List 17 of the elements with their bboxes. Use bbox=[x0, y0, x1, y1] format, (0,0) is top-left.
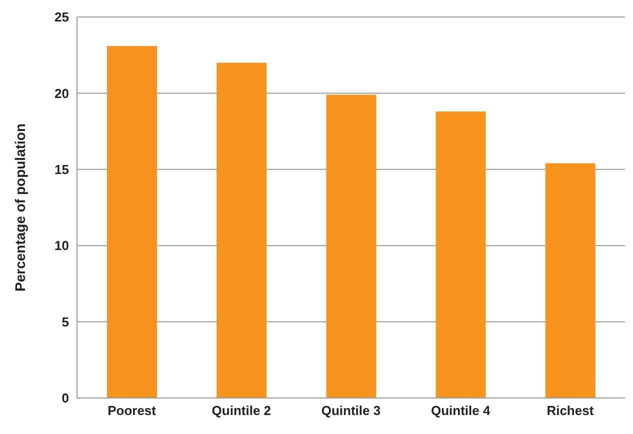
y-tick-label: 5 bbox=[62, 314, 69, 330]
y-tick-label: 0 bbox=[62, 390, 69, 406]
x-tick-label: Poorest bbox=[108, 403, 157, 418]
bar bbox=[326, 94, 376, 398]
y-tick-label: 20 bbox=[54, 86, 69, 101]
bar bbox=[436, 111, 486, 398]
bar bbox=[107, 46, 157, 398]
x-tick-label: Quintile 2 bbox=[212, 403, 272, 418]
bar bbox=[216, 62, 267, 398]
y-tick-label: 15 bbox=[54, 162, 69, 178]
x-tick-label: Quintile 4 bbox=[430, 403, 491, 418]
y-axis-title: Percentage of population bbox=[12, 123, 28, 292]
x-tick-label: Richest bbox=[546, 403, 594, 418]
y-tick-label: 10 bbox=[54, 238, 69, 254]
x-tick-label: Quintile 3 bbox=[321, 403, 381, 418]
y-tick-label: 25 bbox=[54, 10, 69, 25]
bar bbox=[545, 163, 596, 398]
